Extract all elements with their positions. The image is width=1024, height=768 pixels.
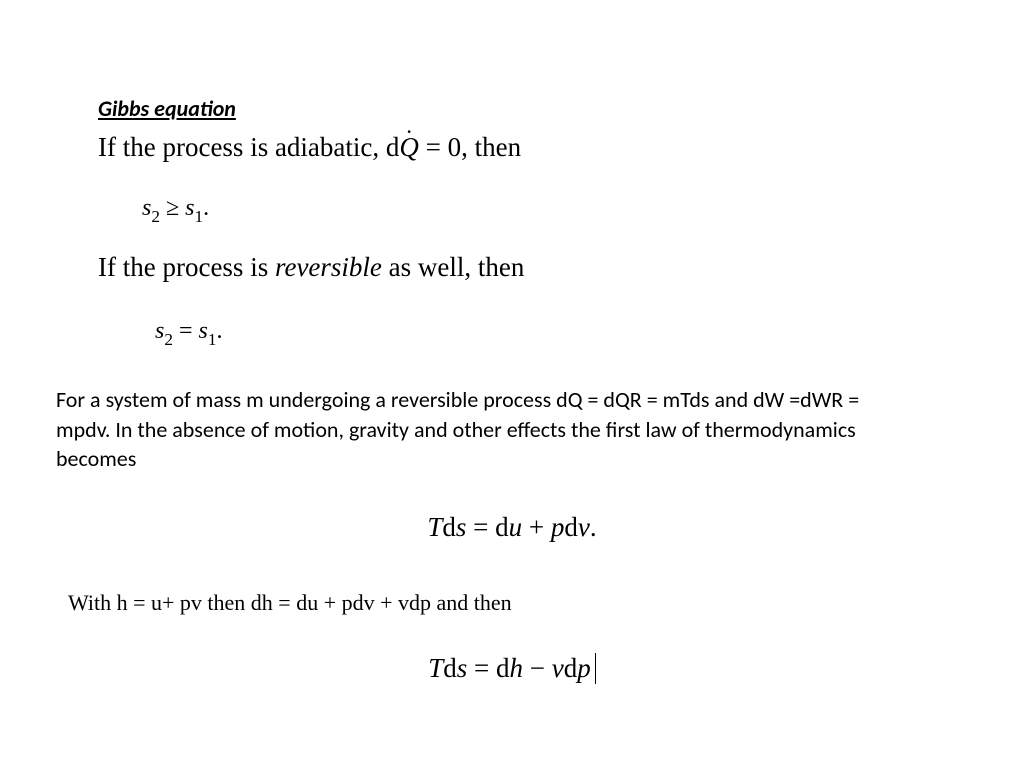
- word-reversible: reversible: [275, 252, 382, 282]
- var-T: T: [428, 653, 443, 683]
- inequality-s2-ge-s1: s2≥s1.: [142, 195, 209, 226]
- text-prefix: If the process is: [98, 252, 275, 282]
- equation-tds-du-pdv: Tds = du + pdv.: [0, 512, 1024, 543]
- var-s: s: [199, 318, 208, 344]
- slide: Gibbs equation If the process is adiabat…: [0, 0, 1024, 768]
- equation-wrapper: Tds = dh − vdp: [0, 653, 1024, 684]
- diff-dh: d: [496, 653, 510, 683]
- period: .: [590, 512, 597, 542]
- subscript-1: 1: [208, 330, 217, 349]
- var-p: p: [551, 512, 565, 542]
- diff-ds: d: [443, 653, 457, 683]
- op-ge: ≥: [160, 195, 185, 221]
- var-p: p: [577, 653, 591, 683]
- diff-dp: d: [564, 653, 578, 683]
- var-s: s: [185, 195, 194, 221]
- statement-reversible: If the process is reversible as well, th…: [98, 252, 524, 283]
- var-s: s: [155, 318, 164, 344]
- var-u: u: [509, 512, 523, 542]
- var-s: s: [457, 653, 468, 683]
- var-v: v: [552, 653, 564, 683]
- diff-du: d: [495, 512, 509, 542]
- subscript-2: 2: [164, 330, 173, 349]
- q-dot: .Q: [399, 132, 419, 163]
- op-minus: −: [523, 653, 552, 683]
- var-T: T: [427, 512, 442, 542]
- var-h: h: [510, 653, 524, 683]
- body-paragraph: For a system of mass m undergoing a reve…: [56, 385, 876, 474]
- equation-tds-dh-vdp: Tds = dh − vdp: [428, 653, 596, 684]
- section-heading: Gibbs equation: [98, 95, 236, 122]
- diff-dv: d: [564, 512, 578, 542]
- period: .: [217, 318, 223, 344]
- op-eq: =: [173, 318, 199, 344]
- var-s: s: [142, 195, 151, 221]
- var-v: v: [578, 512, 590, 542]
- var-s: s: [456, 512, 467, 542]
- op-eq: =: [467, 653, 496, 683]
- equation-s2-eq-s1: s2=s1.: [155, 318, 223, 349]
- text-suffix: as well, then: [382, 252, 524, 282]
- text-suffix: = 0, then: [419, 132, 521, 162]
- op-eq: =: [466, 512, 495, 542]
- subscript-2: 2: [151, 207, 160, 226]
- op-plus: +: [522, 512, 551, 542]
- statement-enthalpy: With h = u+ pv then dh = du + pdv + vdp …: [68, 590, 512, 616]
- statement-adiabatic: If the process is adiabatic, d.Q = 0, th…: [98, 132, 521, 163]
- period: .: [203, 195, 209, 221]
- diff-ds: d: [442, 512, 456, 542]
- text-prefix: If the process is adiabatic, d: [98, 132, 399, 162]
- subscript-1: 1: [195, 207, 204, 226]
